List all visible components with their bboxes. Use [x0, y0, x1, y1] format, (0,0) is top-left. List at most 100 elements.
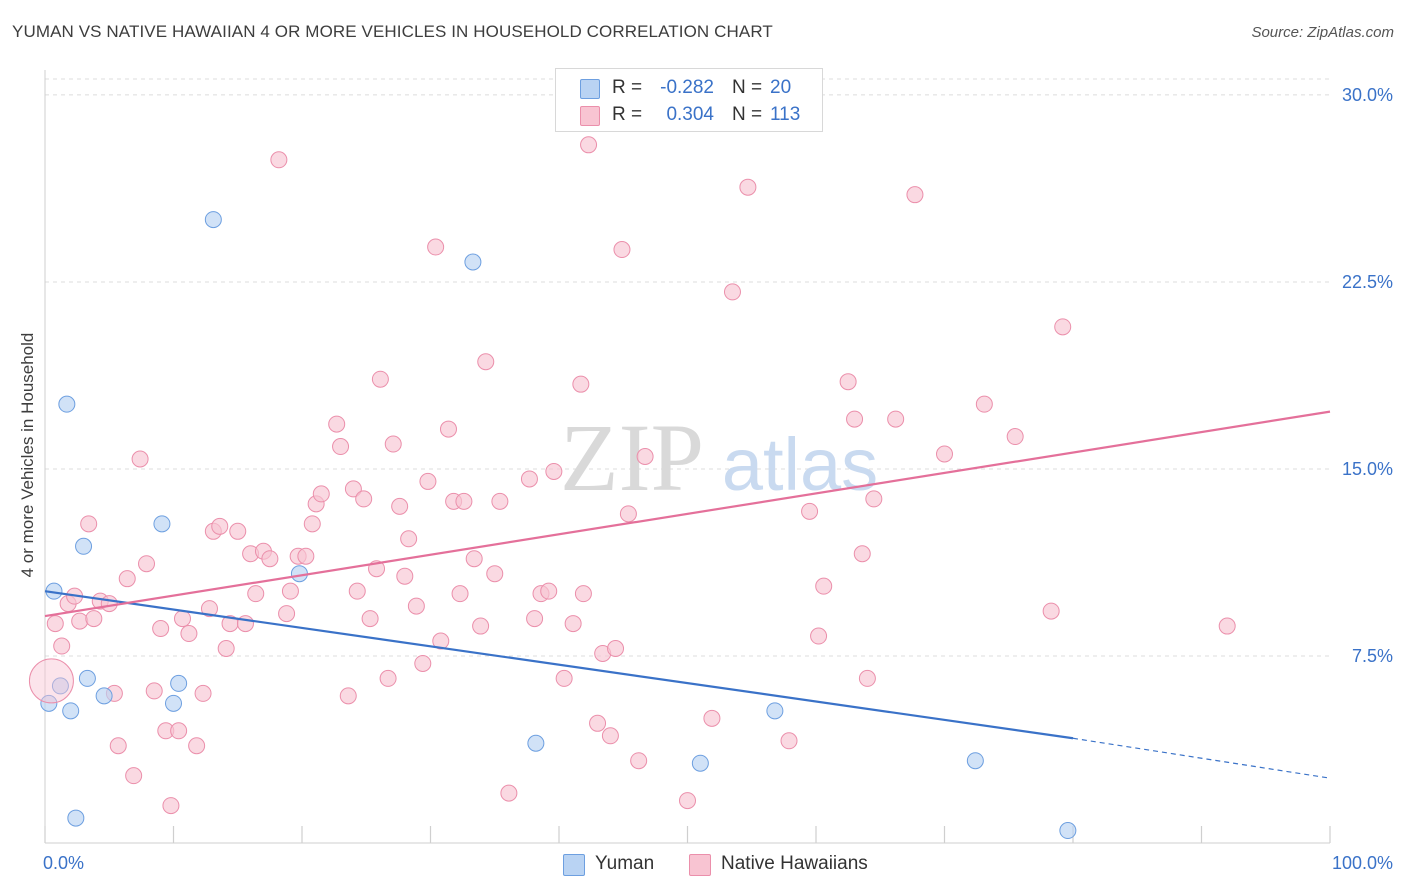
hawaiian-point — [261, 550, 279, 568]
hawaiian-point — [348, 582, 366, 600]
hawaiian-point — [407, 597, 425, 615]
yuman-point — [58, 395, 76, 413]
hawaiian-point — [636, 448, 654, 465]
hawaiian-point — [312, 485, 330, 503]
hawaiian-point — [853, 545, 871, 563]
hawaiian-point — [613, 241, 631, 259]
legend-row-yuman: R = -0.282 N = 20 — [556, 75, 822, 101]
hawaiian-point — [247, 585, 265, 603]
hawaiian-point — [379, 669, 397, 687]
hawaiian-point — [520, 470, 538, 488]
hawaiian-point — [200, 600, 218, 618]
hawaiian-point — [477, 353, 495, 371]
hawaiian-point — [780, 732, 798, 750]
hawaiian-point — [131, 450, 149, 468]
yuman-point — [95, 687, 113, 705]
yuman-point — [165, 694, 182, 712]
yuman-point — [464, 253, 482, 271]
hawaiian-point — [162, 797, 180, 815]
y-tick-label: 30.0% — [1342, 85, 1393, 105]
hawaiian-point — [1006, 428, 1024, 446]
data-points — [28, 136, 1236, 840]
n-value: 113 — [770, 104, 801, 125]
watermark-zip: ZIP — [560, 404, 704, 511]
hawaiian-point — [887, 410, 905, 428]
hawaiian-point — [455, 492, 473, 510]
trend-lines — [44, 410, 1331, 779]
hawaiian-point — [100, 595, 118, 613]
yuman-point — [67, 809, 85, 827]
hawaiian-point — [281, 582, 299, 600]
hawaiian-point — [278, 605, 296, 623]
yuman-legend-swatch — [563, 854, 585, 876]
hawaiian-point — [173, 610, 191, 628]
axes — [44, 70, 1331, 844]
yuman-point — [40, 694, 58, 712]
hawaiian-point — [601, 727, 619, 745]
yuman-point — [78, 669, 96, 687]
hawaiian-point — [975, 395, 993, 413]
hawaiian-point — [384, 435, 402, 453]
hawaiian-point — [555, 669, 573, 687]
hawaiian-point — [361, 610, 379, 628]
y-axis-label: 4 or more Vehicles in Household — [18, 332, 37, 578]
yuman-point — [62, 702, 80, 720]
hawaiian-point — [486, 565, 504, 583]
yuman-point — [766, 702, 784, 720]
hawaiian-point — [152, 620, 170, 638]
yuman-point — [51, 677, 69, 695]
gridlines — [45, 78, 1330, 657]
hawaiian-point — [1054, 318, 1072, 336]
yuman-trend-line — [44, 590, 1074, 740]
hawaiian-point — [170, 722, 188, 740]
hawaiian-point — [270, 151, 288, 169]
hawaiian-point — [703, 709, 721, 727]
hawaiian-point — [630, 752, 648, 770]
yuman-point — [204, 211, 222, 229]
yuman-point — [170, 674, 188, 692]
hawaiian-point — [451, 585, 469, 603]
yuman-point — [966, 752, 984, 770]
hawaiian-point — [427, 238, 445, 256]
yuman-trend-extension — [1072, 737, 1331, 779]
hawaiian-point — [297, 547, 315, 565]
x-tick-label: 100.0% — [1332, 853, 1393, 873]
hawaiian-point — [303, 515, 321, 533]
hawaiian-point — [194, 684, 212, 702]
hawaiian-point — [85, 610, 103, 628]
hawaiian-point — [589, 714, 607, 732]
hawaiian-point — [391, 497, 409, 515]
hawaiian-point — [400, 530, 418, 548]
r-value: -0.282 — [660, 77, 714, 98]
hawaiian-point — [328, 415, 346, 433]
hawaiian-point — [71, 612, 89, 630]
hawaiian-point — [679, 792, 696, 810]
n-value: 20 — [770, 77, 792, 98]
hawaiian-point — [118, 570, 136, 588]
hawaiian-point — [723, 283, 741, 301]
legend-row-hawaiian: R = 0.304 N = 113 — [556, 102, 822, 128]
hawaiian-point — [217, 640, 235, 658]
hawaiian-point — [815, 577, 833, 595]
series-legend: Yuman Native Hawaiians — [0, 852, 1406, 878]
r-value: 0.304 — [666, 104, 714, 125]
yuman-point — [75, 537, 93, 555]
hawaiian-point — [572, 375, 590, 393]
hawaiian-point — [500, 784, 518, 802]
hawaiian-point — [53, 637, 71, 655]
hawaiian-point — [465, 550, 483, 568]
yuman-point — [1059, 822, 1077, 840]
hawaiian-point — [439, 420, 457, 438]
tick-labels: 7.5% 15.0% 22.5% 30.0% 0.0% 100.0% — [43, 85, 1393, 873]
x-tick-label: 0.0% — [43, 853, 84, 873]
hawaiian-point — [28, 658, 74, 704]
n-label: N = — [732, 104, 763, 125]
hawaiian-point — [491, 492, 509, 510]
hawaiian-point — [858, 669, 876, 687]
hawaiian-point — [545, 462, 563, 480]
hawaiian-swatch — [580, 106, 600, 126]
hawaiian-point — [432, 632, 450, 650]
hawaiian-point — [801, 502, 819, 520]
legend-label: Native Hawaiians — [721, 853, 868, 874]
